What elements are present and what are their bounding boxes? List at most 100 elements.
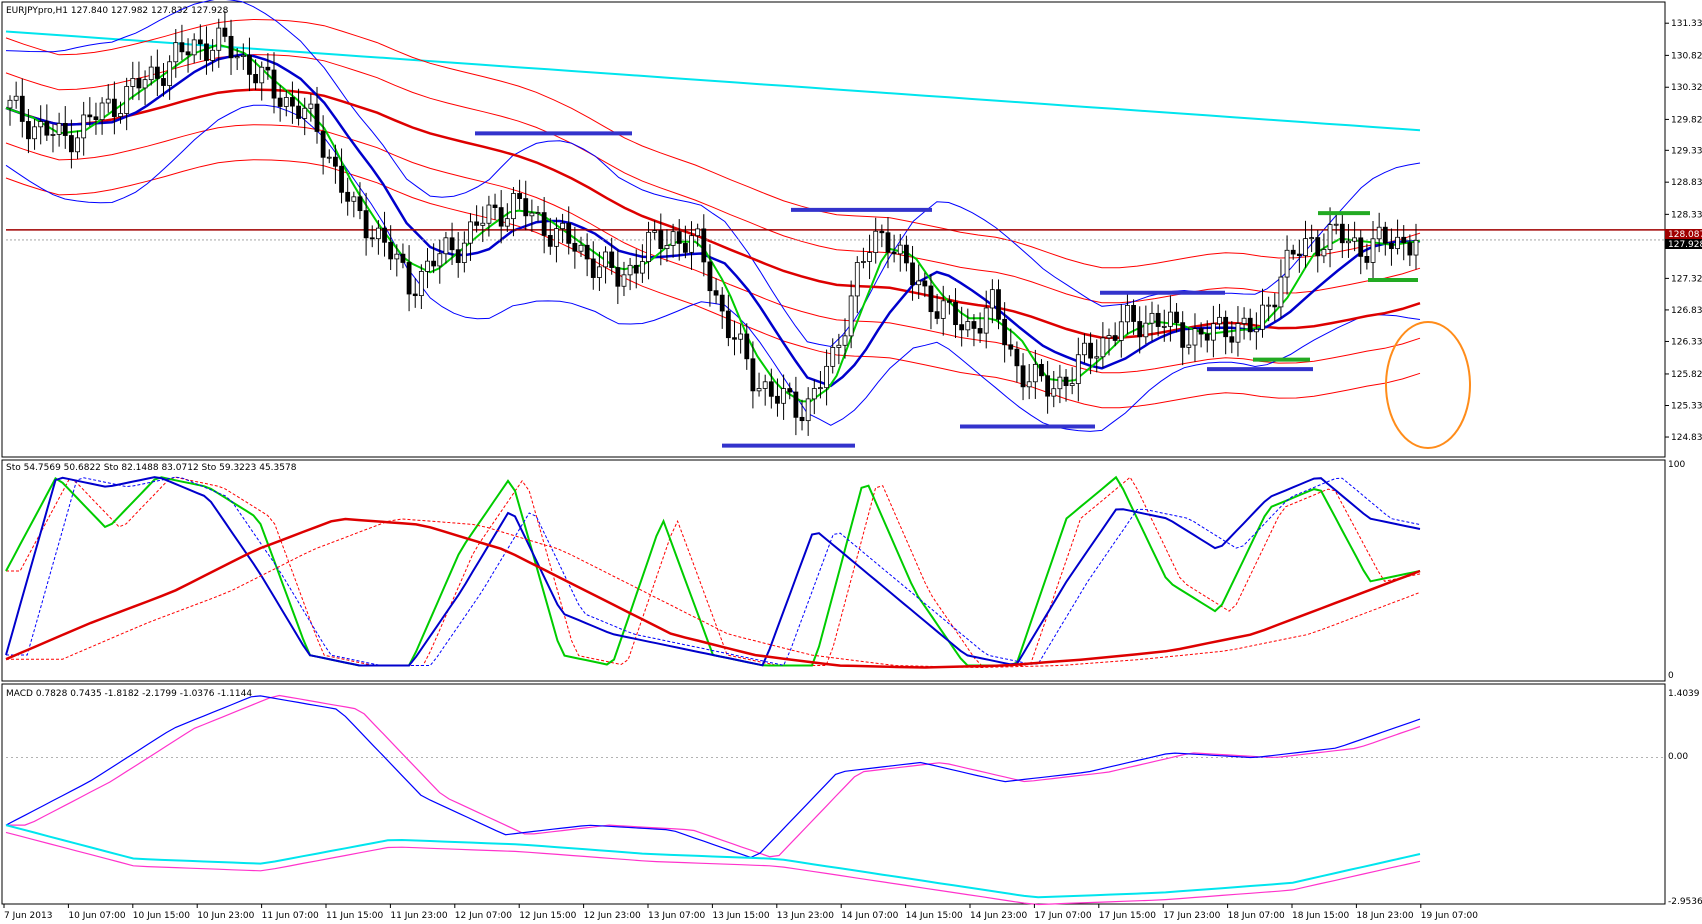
orange-circle-annotation [1385, 321, 1471, 449]
candle [412, 278, 418, 308]
candle [633, 249, 639, 289]
time-axis-label: 14 Jun 07:00 [841, 911, 898, 921]
macd-axis-bottom: -2.9536 [1668, 897, 1702, 907]
candle-body [357, 196, 363, 212]
candle-body [259, 66, 265, 84]
candle-body [277, 97, 283, 107]
candle-body [560, 222, 565, 230]
time-axis-label: 7 Jun 2013 [4, 911, 52, 921]
stochastic-panel[interactable] [1, 459, 1666, 682]
candle-body [68, 135, 74, 153]
candle-body [375, 227, 381, 240]
candle-body [167, 61, 173, 86]
candle-body [732, 337, 737, 340]
candle-body [480, 222, 486, 226]
candle-body [682, 243, 688, 253]
candle-body [1413, 239, 1419, 256]
candle-body [511, 193, 516, 220]
time-axis-label: 19 Jun 07:00 [1421, 911, 1478, 921]
candle-body [1407, 242, 1413, 256]
candle [1333, 213, 1339, 235]
candle-body [959, 324, 965, 331]
candle [1100, 322, 1106, 368]
candle [1180, 311, 1186, 366]
price-axis-label: 130.325 [1671, 83, 1702, 93]
candle [867, 234, 872, 280]
candle-body [418, 271, 424, 297]
candle [965, 308, 971, 338]
candle-body [50, 134, 56, 136]
candle-body [885, 232, 891, 253]
candle [658, 213, 664, 266]
macd-lines [5, 694, 1665, 906]
candle-body [529, 212, 535, 217]
candle-body [19, 95, 25, 122]
candle [425, 248, 430, 289]
candle [1039, 359, 1044, 382]
candle [983, 290, 989, 349]
candle-body [1309, 237, 1315, 240]
candle [1112, 322, 1118, 347]
candle [922, 272, 928, 298]
candle-body [1039, 363, 1044, 377]
candle [541, 197, 547, 254]
macd-slow-signal [5, 831, 1421, 906]
candle [725, 294, 731, 347]
time-axis-label: 14 Jun 23:00 [970, 911, 1027, 921]
candle [768, 368, 774, 409]
candle [99, 97, 105, 135]
candle-body [1180, 322, 1186, 348]
candle-body [1260, 304, 1265, 330]
candle [19, 78, 25, 138]
candle-body [633, 264, 639, 274]
candle [529, 199, 535, 232]
candle-body [805, 398, 811, 422]
candle-body [1370, 238, 1376, 263]
candle [603, 246, 608, 284]
candle [1051, 370, 1057, 408]
candle-body [1174, 311, 1179, 324]
candle [1155, 304, 1161, 337]
candle-body [124, 86, 130, 114]
candle-body [554, 228, 559, 247]
candle [351, 191, 357, 218]
candle-body [320, 131, 326, 158]
candle [873, 217, 879, 264]
bollinger-lower [5, 104, 1421, 432]
candle-body [867, 252, 872, 262]
candle [1186, 327, 1192, 355]
candle-body [173, 42, 179, 63]
candle [474, 205, 480, 233]
candle [946, 295, 952, 315]
candle [1125, 291, 1130, 335]
candle-body [1069, 383, 1075, 387]
candle [781, 374, 787, 420]
candle [369, 225, 375, 248]
candle [891, 234, 897, 263]
time-axis-label: 12 Jun 23:00 [584, 911, 641, 921]
candle-body [437, 253, 443, 267]
candle [1309, 224, 1315, 253]
candle [639, 244, 645, 283]
candle-body [781, 388, 787, 404]
candle-body [983, 307, 989, 334]
candle [805, 387, 811, 436]
candle-body [842, 335, 848, 346]
candle-body [1210, 323, 1216, 341]
candle-body [1266, 304, 1272, 307]
candle-body [1149, 312, 1155, 324]
time-axis-label: 11 Jun 15:00 [326, 911, 383, 921]
candle-body [130, 78, 136, 87]
candle-body [1223, 316, 1229, 338]
candle [928, 273, 934, 330]
candle [1315, 230, 1321, 273]
candle [744, 323, 750, 370]
candle-body [87, 114, 93, 118]
candle [87, 97, 93, 127]
candle-body [81, 114, 87, 139]
candle-body [922, 280, 928, 287]
candle [161, 62, 166, 97]
candle [1253, 312, 1259, 350]
candle [443, 231, 449, 264]
